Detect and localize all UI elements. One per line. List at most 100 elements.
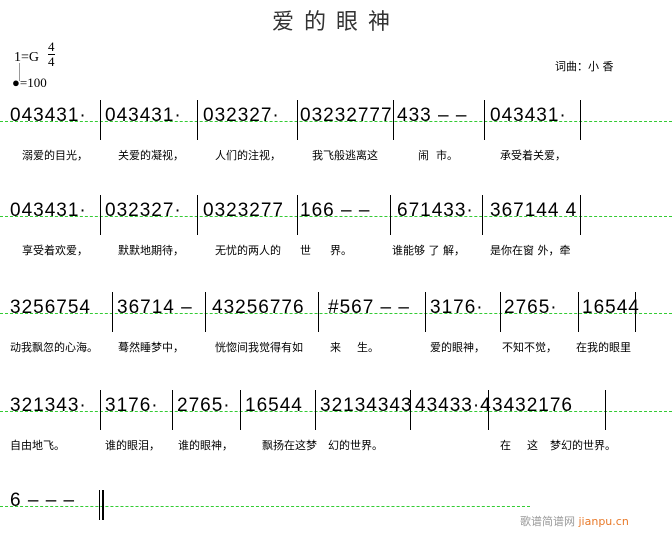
barline [318, 292, 319, 332]
barline [410, 390, 411, 430]
quarter-note-icon [19, 63, 20, 81]
lyric: 爱的眼神， [430, 341, 485, 354]
measure: 043431· [10, 105, 87, 126]
barline [578, 292, 579, 332]
measure: 2765· [504, 297, 558, 318]
measure: 3256754 [10, 297, 91, 318]
final-barline [99, 490, 104, 520]
watermark-text: 歌谱简谱网 [520, 515, 575, 528]
measure: 16544 [582, 297, 640, 318]
measure: 0323277 [203, 200, 284, 221]
lyric: 市。 [436, 149, 458, 162]
lyric: 我飞般逃离这 [312, 149, 378, 162]
lyric: 无忧的两人的 [215, 244, 281, 257]
barline [425, 292, 426, 332]
barline [100, 390, 101, 430]
lyric: 梦幻的世界。 [550, 439, 616, 452]
barline [393, 100, 394, 140]
lyric: 谁的眼泪， [105, 439, 160, 452]
measure: 36714 – [117, 297, 193, 318]
time-bottom: 4 [48, 54, 55, 69]
barline [197, 195, 198, 235]
lyric: 人们的注视， [215, 149, 281, 162]
barline [100, 195, 101, 235]
lyric: 闹 [418, 149, 429, 162]
measure: 03232777 [300, 105, 393, 126]
staff-line [0, 216, 672, 217]
credit: 词曲：小 香 [555, 60, 614, 73]
barline [240, 390, 241, 430]
lyric: 来 [330, 341, 341, 354]
measure: #567 – – [328, 297, 410, 318]
barline [172, 390, 173, 430]
lyric: 在我的眼里 [576, 341, 631, 354]
time-top: 4 [48, 39, 55, 55]
barline [100, 100, 101, 140]
barline [580, 195, 581, 235]
staff-line [0, 121, 672, 122]
time-signature: 4 4 [48, 40, 55, 69]
measure: 043431· [105, 105, 182, 126]
lyric: 界。 [330, 244, 352, 257]
lyric: 谁能够 了 解， [392, 244, 465, 257]
barline [635, 292, 636, 332]
lyric: 谁的眼神， [178, 439, 233, 452]
measure: 671433· [397, 200, 474, 221]
tempo-value: =100 [19, 75, 47, 90]
barline [297, 100, 298, 140]
measure: 43433·4 [415, 395, 492, 416]
lyric: 恍惚间我觉得有如 [215, 341, 303, 354]
barline [297, 195, 298, 235]
lyric: 承受着关爱， [500, 149, 566, 162]
measure: 3176· [105, 395, 159, 416]
lyric: 在 [500, 439, 511, 452]
lyric: 溺爱的目光， [22, 149, 88, 162]
measure: 032327· [203, 105, 280, 126]
lyric: 动我飘忽的心海。 [10, 341, 98, 354]
barline [205, 292, 206, 332]
barline [580, 100, 581, 140]
lyric: 自由地飞。 [10, 439, 65, 452]
lyric: 世 [300, 244, 311, 257]
measure: 043431· [10, 200, 87, 221]
lyric: 生。 [357, 341, 379, 354]
measure: 32134343 [320, 395, 413, 416]
lyric: 这 [527, 439, 538, 452]
lyric: 蓦然睡梦中， [118, 341, 184, 354]
measure: 6 – – – [10, 490, 76, 511]
measure: 16544 [245, 395, 303, 416]
staff-line [0, 313, 672, 314]
barline [390, 195, 391, 235]
barline [112, 292, 113, 332]
barline [500, 292, 501, 332]
barline [482, 195, 483, 235]
lyric: 幻的世界。 [328, 439, 383, 452]
watermark-site: jianpu.cn [578, 515, 629, 528]
note-icon: ● [12, 75, 20, 90]
measure: 3432176 [492, 395, 573, 416]
barline [484, 100, 485, 140]
barline [197, 100, 198, 140]
song-title: 爱的眼神 [271, 10, 400, 35]
lyric: 飘扬在这梦 [262, 439, 317, 452]
lyric: 不知不觉， [502, 341, 557, 354]
measure: 367144 4 [490, 200, 578, 221]
key-signature: 1=G [14, 50, 40, 65]
lyric: 默默地期待， [118, 244, 184, 257]
measure: 43256776 [212, 297, 305, 318]
lyric: 关爱的凝视， [118, 149, 184, 162]
lyric: 享受着欢爱， [22, 244, 88, 257]
staff-line [0, 411, 672, 412]
measure: 032327· [105, 200, 182, 221]
measure: 043431· [490, 105, 567, 126]
tempo-marking: ●=100 [12, 75, 47, 91]
barline [488, 390, 489, 430]
measure: 3176· [430, 297, 484, 318]
staff-line [0, 506, 530, 507]
measure: 321343· [10, 395, 87, 416]
barline [605, 390, 606, 430]
measure: 2765· [177, 395, 231, 416]
watermark: 歌谱简谱网 jianpu.cn [520, 513, 629, 529]
measure: 433 – – [397, 105, 468, 126]
